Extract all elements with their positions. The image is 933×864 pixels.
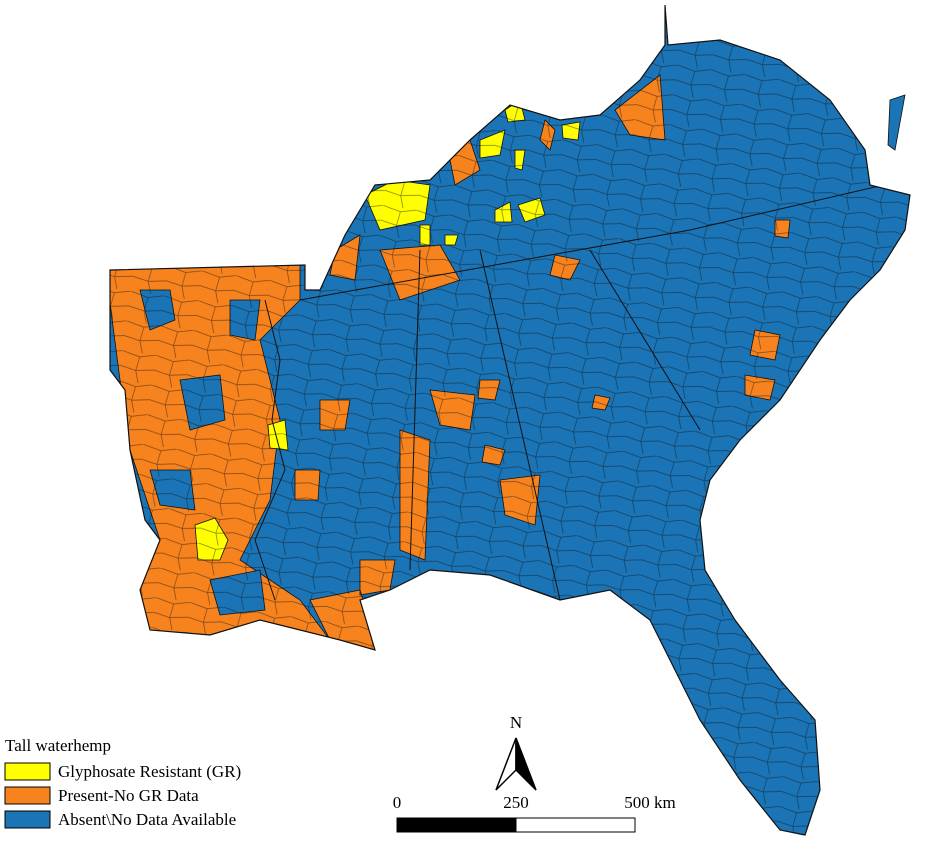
island	[887, 94, 906, 151]
scale-bar-white	[515, 817, 636, 833]
state-border	[254, 299, 286, 601]
legend-label: Glyphosate Resistant (GR)	[58, 762, 241, 781]
scale-label: 250	[503, 793, 529, 812]
north-label: N	[510, 713, 522, 732]
state-border	[299, 179, 906, 601]
scale-label: 500 km	[624, 793, 675, 812]
legend-title: Tall waterhemp	[5, 736, 111, 755]
north-arrow-right	[515, 737, 537, 791]
legend-swatch	[4, 810, 51, 829]
scale-label: 0	[393, 793, 402, 812]
legend-swatch	[4, 762, 51, 781]
legend-swatch	[4, 786, 51, 805]
scale-bar-black	[396, 817, 517, 833]
legend-label: Absent\No Data Available	[58, 810, 236, 829]
legend: Glyphosate Resistant (GR) Present-No GR D…	[4, 762, 241, 829]
legend-label: Present-No GR Data	[58, 786, 199, 805]
north-arrow-left	[495, 737, 517, 791]
